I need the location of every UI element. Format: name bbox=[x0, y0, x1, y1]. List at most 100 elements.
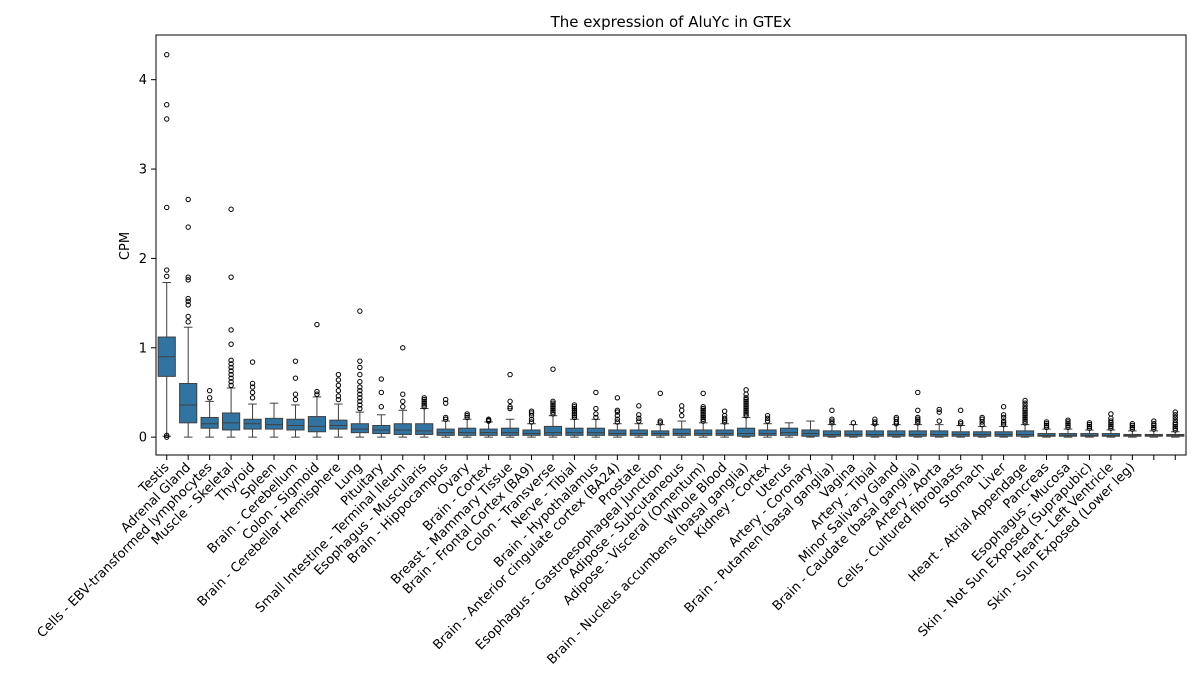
outlier-point bbox=[636, 403, 642, 409]
box-group bbox=[415, 395, 434, 438]
outlier-point bbox=[915, 420, 921, 426]
box bbox=[179, 383, 198, 424]
outlier-point bbox=[421, 395, 427, 401]
outlier-point bbox=[185, 302, 191, 308]
box bbox=[887, 430, 906, 437]
outlier-point bbox=[400, 398, 406, 405]
outlier-point bbox=[700, 390, 706, 397]
outlier-point bbox=[378, 389, 385, 396]
outlier-point bbox=[357, 358, 363, 364]
outlier-point bbox=[1000, 421, 1007, 428]
outlier-point bbox=[872, 416, 878, 422]
box-group bbox=[264, 402, 284, 438]
outlier-point bbox=[421, 400, 427, 406]
outlier-point bbox=[743, 409, 749, 415]
outlier-point bbox=[1022, 420, 1028, 426]
box-group bbox=[458, 411, 477, 438]
outlier-point bbox=[743, 402, 749, 408]
outlier-point bbox=[721, 415, 728, 422]
outlier-point bbox=[528, 408, 535, 414]
outlier-point bbox=[614, 416, 621, 422]
outlier-point bbox=[378, 404, 385, 410]
outlier-point bbox=[1172, 427, 1178, 433]
outlier-point bbox=[936, 406, 942, 413]
outlier-point bbox=[957, 407, 964, 414]
outlier-point bbox=[357, 398, 363, 405]
outlier-point bbox=[357, 384, 363, 390]
outlier-point bbox=[357, 405, 363, 412]
outlier-point bbox=[571, 411, 578, 417]
outlier-point bbox=[614, 409, 621, 415]
outlier-point bbox=[1172, 420, 1178, 426]
outlier-point bbox=[700, 416, 706, 422]
box-group bbox=[629, 403, 648, 438]
outlier-point bbox=[1022, 405, 1028, 412]
outlier-point bbox=[185, 196, 191, 203]
outlier-point bbox=[1151, 421, 1157, 427]
outlier-point bbox=[872, 419, 878, 425]
box bbox=[286, 418, 305, 431]
outlier-point bbox=[700, 409, 706, 415]
outlier-point bbox=[185, 274, 191, 280]
outlier-point bbox=[442, 400, 449, 406]
outlier-point bbox=[700, 405, 706, 412]
box-group bbox=[994, 404, 1013, 438]
outlier-point bbox=[743, 395, 749, 401]
outlier-point bbox=[228, 206, 234, 212]
outlier-point bbox=[721, 419, 728, 425]
outlier-point bbox=[1043, 424, 1050, 430]
outlier-point bbox=[314, 391, 320, 397]
outlier-point bbox=[292, 396, 299, 403]
box bbox=[522, 429, 541, 436]
outlier-point bbox=[743, 398, 749, 405]
box bbox=[908, 430, 927, 437]
y-tick-label: 1 bbox=[139, 341, 147, 356]
box bbox=[264, 417, 284, 430]
outlier-point bbox=[593, 414, 599, 421]
outlier-point bbox=[335, 382, 342, 388]
box bbox=[415, 423, 434, 435]
outlier-point bbox=[1172, 409, 1178, 415]
outlier-point bbox=[764, 412, 771, 419]
outlier-point bbox=[249, 384, 256, 390]
outlier-point bbox=[1172, 417, 1178, 423]
outlier-point bbox=[957, 421, 964, 427]
box bbox=[543, 425, 563, 436]
outlier-point bbox=[550, 366, 556, 372]
outlier-point bbox=[1086, 421, 1093, 428]
outlier-point bbox=[679, 412, 685, 419]
outlier-point bbox=[614, 395, 621, 401]
outlier-point bbox=[314, 321, 320, 328]
outlier-point bbox=[228, 274, 234, 280]
outlier-point bbox=[1108, 425, 1114, 431]
outlier-point bbox=[1022, 411, 1028, 417]
outlier-point bbox=[335, 377, 342, 383]
x-tick-label: Cells - EBV-transformed lymphocytes bbox=[35, 460, 216, 641]
outlier-point bbox=[614, 407, 621, 414]
outlier-point bbox=[164, 204, 170, 211]
outlier-point bbox=[357, 364, 363, 371]
box bbox=[200, 416, 219, 429]
outlier-point bbox=[421, 396, 427, 403]
outlier-point bbox=[485, 416, 492, 422]
outlier-point bbox=[378, 376, 385, 382]
outlier-point bbox=[335, 387, 342, 394]
box bbox=[844, 430, 863, 437]
outlier-point bbox=[936, 418, 942, 424]
outlier-point bbox=[743, 400, 749, 406]
outlier-point bbox=[743, 412, 749, 419]
outlier-point bbox=[442, 414, 449, 421]
box bbox=[715, 429, 734, 436]
box bbox=[758, 429, 777, 436]
outlier-point bbox=[249, 395, 256, 401]
box-group bbox=[500, 371, 520, 438]
box bbox=[307, 416, 327, 433]
box-group bbox=[565, 402, 584, 438]
outlier-point bbox=[464, 412, 470, 419]
plot-frame bbox=[155, 34, 1187, 456]
outlier-point bbox=[507, 398, 513, 405]
outlier-point bbox=[292, 375, 299, 381]
box-group bbox=[329, 371, 348, 438]
outlier-point bbox=[357, 371, 363, 378]
